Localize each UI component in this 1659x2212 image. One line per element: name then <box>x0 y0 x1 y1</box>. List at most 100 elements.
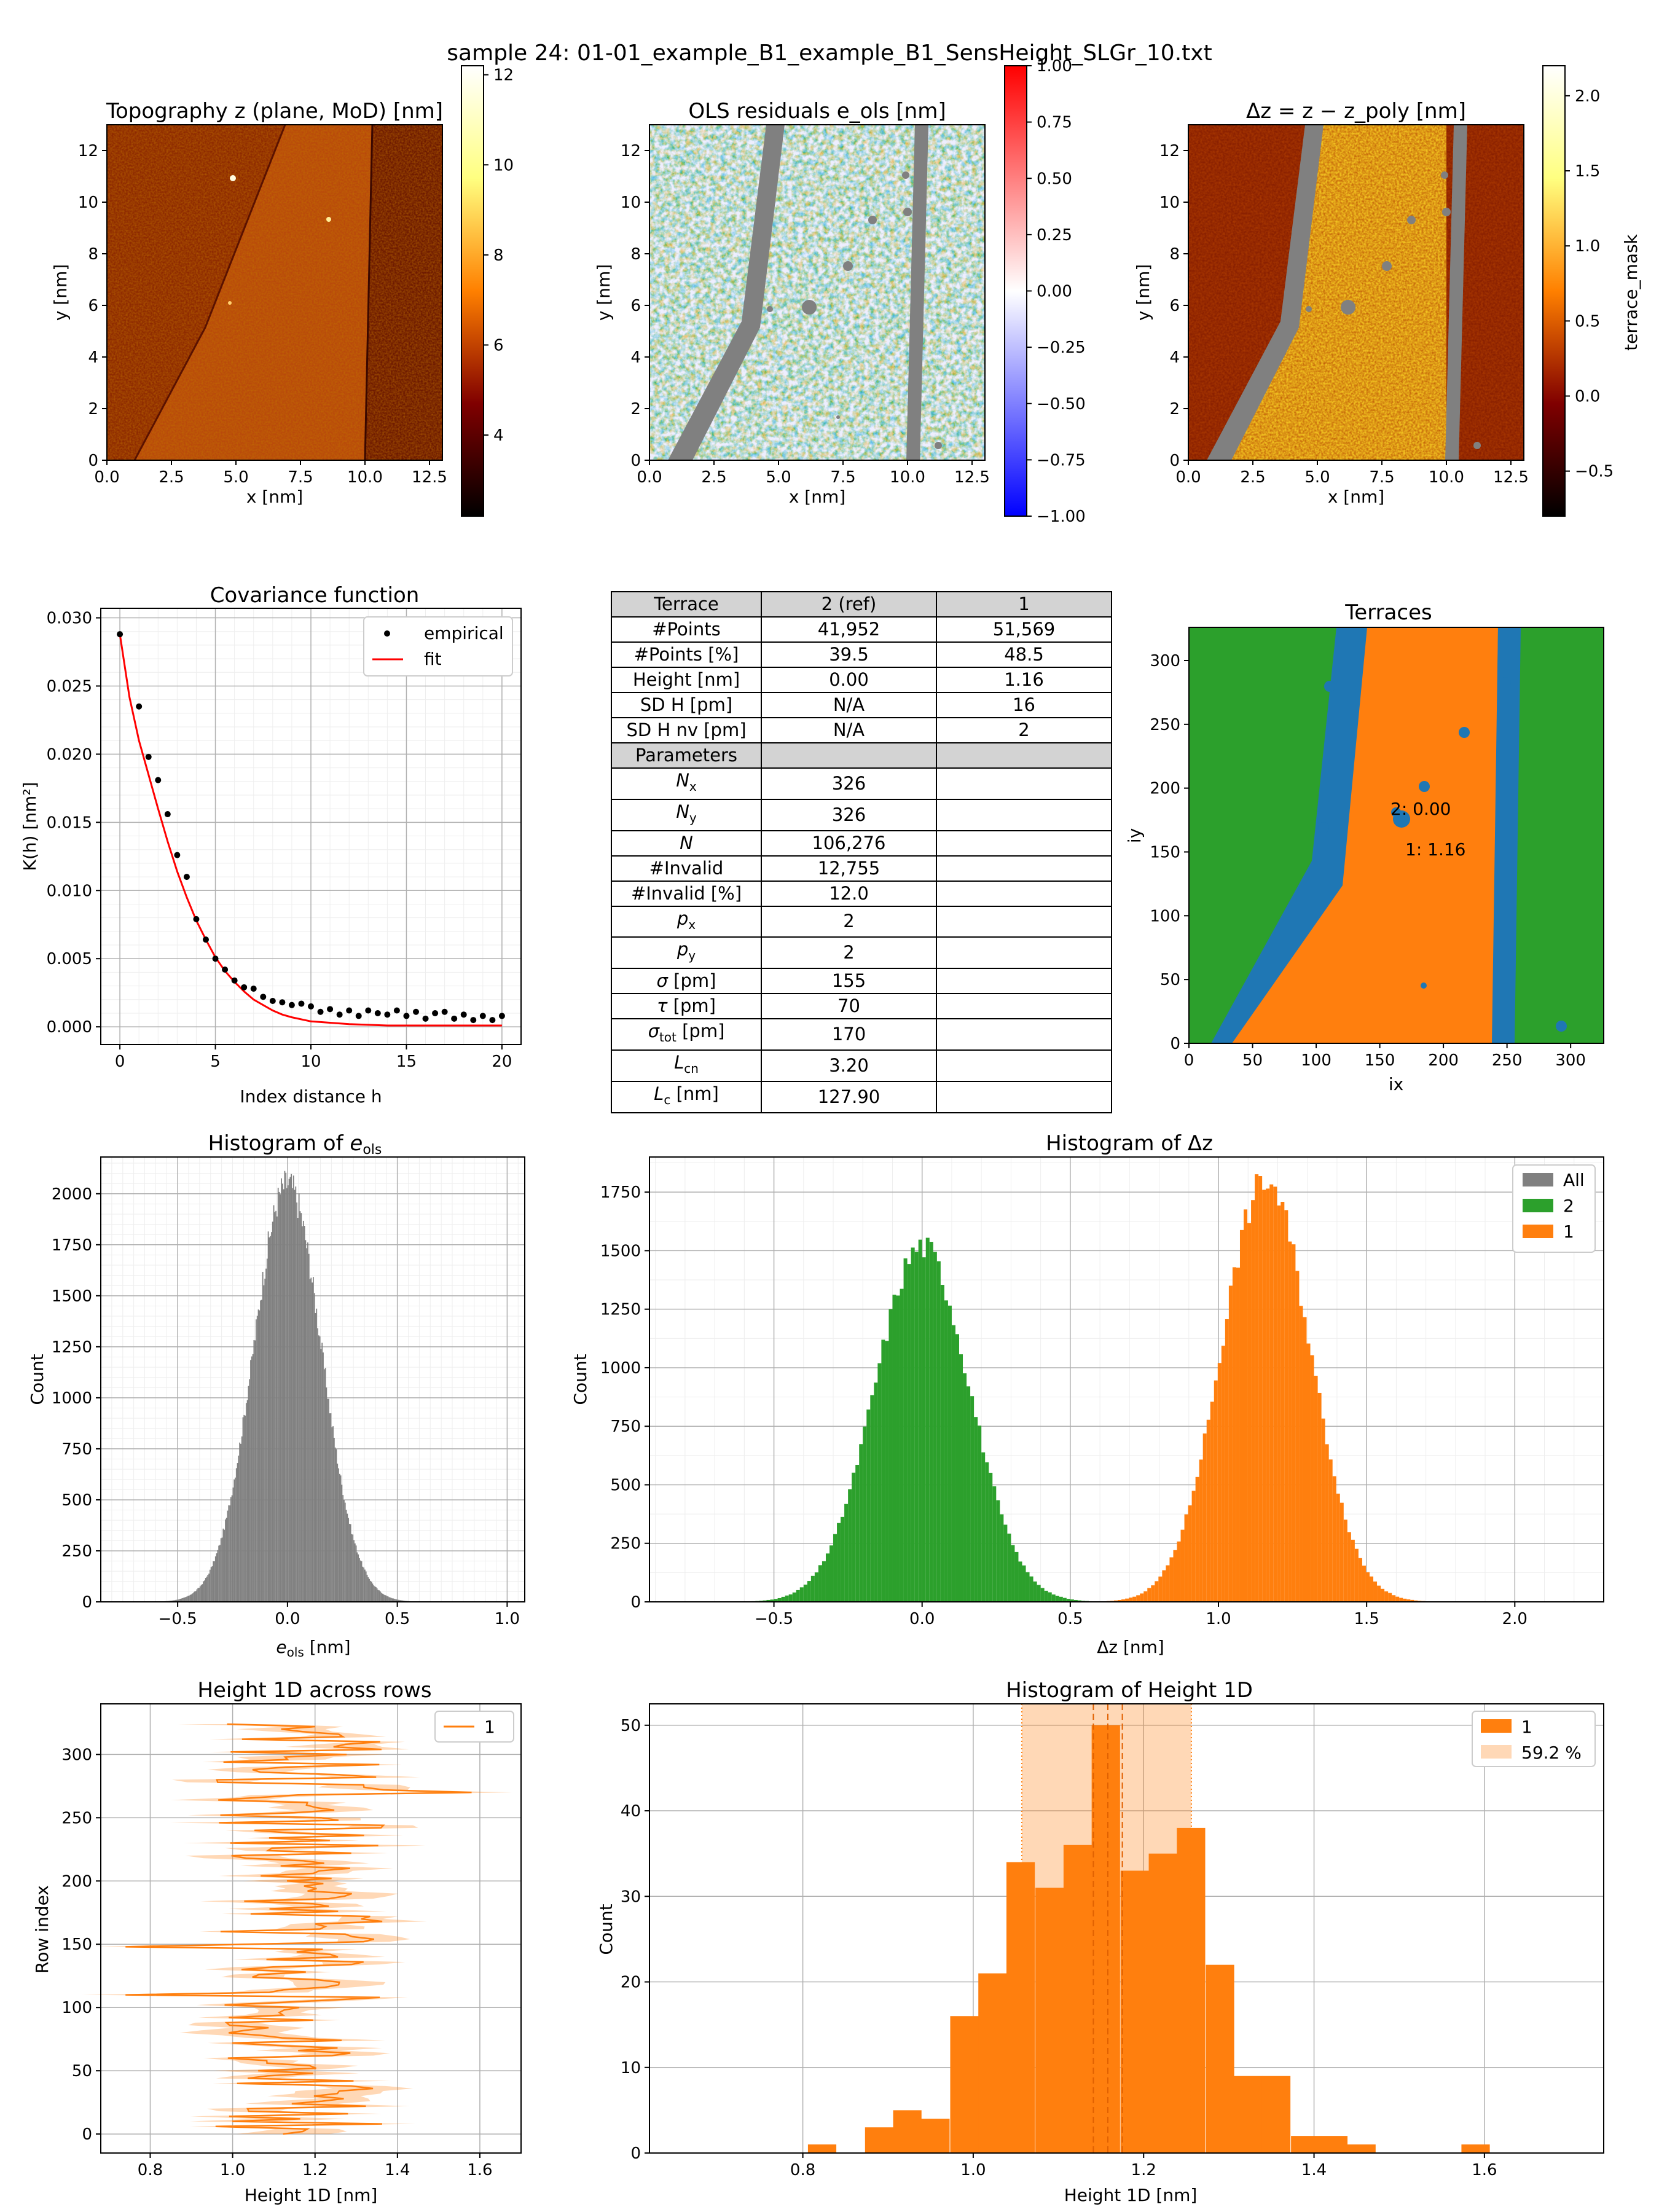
histogram-bar <box>1373 1581 1378 1602</box>
histogram-bar <box>172 1600 173 1602</box>
histogram-bar <box>304 1226 305 1602</box>
histogram-bar <box>1077 1600 1081 1602</box>
table-param-row: σtot [pm] 170 <box>611 1018 1112 1051</box>
x-tick-label: 50 <box>1242 1051 1263 1070</box>
histogram-bar <box>1343 1520 1347 1602</box>
x-tick-label: 300 <box>1555 1051 1586 1070</box>
histogram-bar <box>1381 1588 1385 1602</box>
histogram-bar <box>214 1561 215 1602</box>
histogram-bar <box>262 1271 264 1602</box>
empirical-point <box>212 955 219 962</box>
table-param-row: Lcn 3.20 <box>611 1049 1112 1082</box>
histogram-bar <box>914 1252 919 1602</box>
histogram-bar <box>372 1583 374 1602</box>
histogram-bar <box>1365 1572 1370 1602</box>
colorbar-tick-label: 12 <box>493 66 514 85</box>
histogram-bar <box>185 1597 187 1602</box>
y-tick-label: 750 <box>610 1418 641 1436</box>
histogram-bar <box>1406 1599 1411 1602</box>
histogram-bar <box>925 1237 930 1602</box>
table-cell <box>936 880 1112 907</box>
x-tick-label: 0.5 <box>385 1610 410 1628</box>
histogram-bar <box>316 1308 318 1602</box>
param-name: py <box>611 936 762 970</box>
histogram-bar <box>1461 2144 1490 2153</box>
x-tick-label: 0.8 <box>790 2161 815 2179</box>
param-value: 326 <box>761 798 937 831</box>
histogram-bar <box>1266 1188 1270 1602</box>
histogram-bar <box>195 1591 197 1602</box>
y-tick-label: 8 <box>630 245 641 264</box>
histogram-bar <box>306 1248 308 1602</box>
histogram-bar <box>261 1300 262 1602</box>
histogram-bar <box>1336 1493 1340 1602</box>
histogram-bar <box>300 1213 302 1602</box>
y-tick-label: 1750 <box>600 1183 641 1202</box>
histogram-bar <box>338 1468 339 1602</box>
histogram-bar <box>238 1455 240 1602</box>
histogram-bar <box>929 1242 933 1602</box>
x-tick-label: 2.5 <box>1240 468 1265 487</box>
y-tick-label: 100 <box>61 1999 92 2017</box>
table-cell: #Points [%] <box>611 641 762 668</box>
histogram-bar <box>204 1580 205 1602</box>
y-tick-label: 4 <box>630 348 641 367</box>
histogram-bar <box>369 1579 370 1602</box>
param-value: 326 <box>761 767 937 800</box>
colorbar-tick-label: 1.5 <box>1575 162 1600 181</box>
histogram-bar <box>951 1325 955 1602</box>
histogram-bar <box>220 1538 222 1602</box>
histogram-bar <box>799 1587 804 1602</box>
param-value: 155 <box>761 968 937 995</box>
histogram-bar <box>230 1497 232 1602</box>
covariance-xlabel: Index distance h <box>240 1086 382 1107</box>
y-tick-label: 0.030 <box>47 610 92 628</box>
histogram-bar <box>352 1534 354 1602</box>
histogram-bar <box>272 1222 273 1602</box>
y-tick-label: 8 <box>88 245 98 264</box>
histogram-bar <box>1261 2076 1291 2153</box>
histogram-bar <box>328 1398 329 1602</box>
hist-dz-ylabel: Count <box>570 1354 590 1405</box>
histogram-bar <box>881 1339 885 1602</box>
histogram-bar <box>245 1403 247 1602</box>
histogram-bar <box>297 1218 299 1602</box>
empirical-point <box>384 1011 391 1018</box>
height-rows-title: Height 1D across rows <box>197 1678 431 1703</box>
histogram-bar <box>320 1349 322 1602</box>
histogram-bar <box>1051 1594 1056 1602</box>
hist-eols-ylabel: Count <box>27 1354 47 1405</box>
param-name: Nx <box>611 767 762 800</box>
histogram-bar <box>1314 1376 1318 1602</box>
topography-colorbar-ticks: 4 6 8 10 12 <box>484 66 514 445</box>
y-tick-label: 0 <box>630 1593 641 1612</box>
histogram-bar <box>199 1586 201 1602</box>
empirical-point <box>164 811 171 818</box>
histogram-bar <box>877 1363 882 1602</box>
histogram-bar <box>361 1561 363 1602</box>
empirical-point <box>498 1013 505 1019</box>
x-tick-label: 1.0 <box>495 1610 520 1628</box>
histogram-bar <box>341 1484 343 1602</box>
table-row: SD H nv [pm] N/A 2 <box>611 717 1112 743</box>
histogram-bar <box>1384 1591 1389 1602</box>
y-tick-label: 12 <box>1159 142 1180 160</box>
histogram-bar <box>1195 1477 1199 1602</box>
empirical-point <box>479 1013 486 1019</box>
x-tick-label: 12.5 <box>412 468 447 487</box>
histogram-bar <box>1221 1346 1225 1602</box>
statistics-table: Terrace 2 (ref) 1 #Points 41,952 51,569 #P… <box>611 591 1112 1113</box>
y-tick-label: 250 <box>610 1535 641 1553</box>
table-cell: #Points <box>611 616 762 643</box>
histogram-bar <box>1062 1598 1067 1602</box>
histogram-bar <box>393 1598 394 1602</box>
histogram-bar <box>1214 1380 1218 1602</box>
y-tick-label: 12 <box>621 142 641 160</box>
histogram-bar <box>266 1258 268 1602</box>
y-tick-label: 1750 <box>52 1236 92 1255</box>
colorbar-tick-label: 0.5 <box>1575 312 1600 331</box>
histogram-bar <box>1234 2076 1263 2153</box>
histogram-bar <box>1317 1392 1322 1602</box>
histogram-bar <box>337 1464 339 1602</box>
table-cell: Height [nm] <box>611 667 762 693</box>
